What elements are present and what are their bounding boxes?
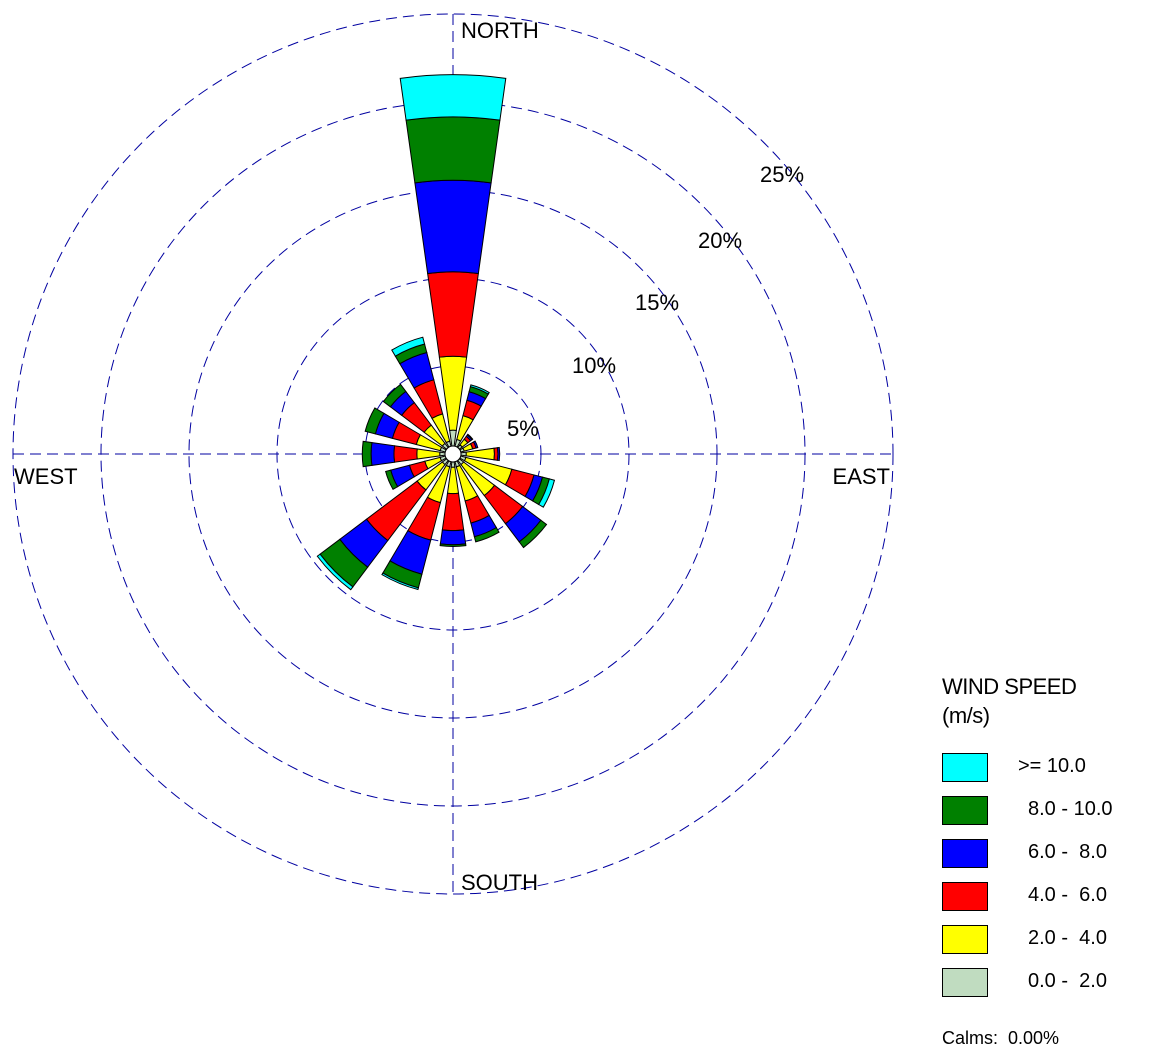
petal-segment-n-bin4 (405, 116, 501, 184)
petal-segment-nw-bin4 (382, 383, 407, 408)
petal-segment-se-bin4 (518, 519, 548, 549)
petal-segment-e-bin0 (460, 451, 467, 457)
legend-label: 0.0 - 2.0 (1028, 970, 1107, 992)
petal-segment-ese-bin5 (538, 478, 556, 508)
legend-title-line2: (m/s) (942, 703, 990, 728)
legend-swatch (942, 796, 988, 825)
legend-item-2-4: 2.0 - 4.0 (942, 925, 1142, 968)
petal-segment-nne-bin5 (469, 384, 490, 395)
legend-item-8-10: 8.0 - 10.0 (942, 796, 1142, 839)
petal-segment-e-bin3 (496, 446, 501, 462)
compass-label-south: SOUTH (461, 870, 538, 895)
petal-segment-s-bin4 (439, 543, 467, 547)
legend-swatch (942, 968, 988, 997)
ring-label-25: 25% (760, 162, 804, 187)
legend-swatch (942, 882, 988, 911)
petal-segment-s-bin1 (446, 466, 460, 495)
petal-segment-n-bin3 (414, 179, 492, 275)
petal-segment-w-bin3 (370, 442, 396, 466)
legend-item-4-6: 4.0 - 6.0 (942, 882, 1142, 925)
petal-segment-n-bin2 (427, 271, 479, 358)
legend: WIND SPEED (m/s) >= 10.0 8.0 - 10.0 6.0 … (942, 672, 1142, 1011)
chart-labels: NORTH EAST SOUTH WEST 5% 10% 15% 20% 25% (14, 18, 890, 895)
wind-rose-petals (316, 74, 556, 591)
ring-label-20: 20% (698, 228, 742, 253)
legend-item-10plus: >= 10.0 (942, 753, 1142, 796)
legend-label: >= 10.0 (1018, 755, 1086, 777)
petal-segment-w-bin1 (416, 448, 441, 460)
legend-label: 2.0 - 4.0 (1028, 927, 1107, 949)
calms-label: Calms: 0.00% (942, 1028, 1060, 1048)
petal-segment-wnw-bin4 (364, 407, 385, 435)
legend-label: 6.0 - 8.0 (1028, 841, 1107, 863)
legend-swatch (942, 925, 988, 954)
petal-segment-s-bin0 (450, 461, 456, 468)
petal-segment-n-bin5 (399, 74, 507, 121)
ring-label-5: 5% (507, 416, 539, 441)
petal-segment-sse-bin4 (473, 526, 500, 543)
compass-label-east: EAST (833, 464, 890, 489)
legend-title-line1: WIND SPEED (942, 674, 1077, 699)
legend-item-0-2: 0.0 - 2.0 (942, 968, 1142, 1011)
ring-label-15: 15% (635, 290, 679, 315)
rose-hub (444, 445, 462, 463)
petal-segment-ssw-bin5 (381, 572, 419, 591)
compass-label-north: NORTH (461, 18, 539, 43)
legend-label: 8.0 - 10.0 (1028, 798, 1113, 820)
compass-label-west: WEST (14, 464, 78, 489)
ring-label-10: 10% (572, 353, 616, 378)
petal-segment-ene-bin3 (472, 440, 479, 449)
petal-segment-s-bin3 (439, 529, 467, 546)
petal-segment-w-bin0 (439, 451, 446, 457)
legend-label: 4.0 - 6.0 (1028, 884, 1107, 906)
petal-segment-w-bin4 (361, 440, 373, 468)
legend-swatch (942, 753, 988, 782)
petal-segment-wsw-bin4 (385, 469, 399, 491)
petal-segment-nnw-bin5 (391, 336, 426, 357)
legend-item-6-8: 6.0 - 8.0 (942, 839, 1142, 882)
petal-segment-sw-bin5 (316, 553, 354, 591)
legend-swatch (942, 839, 988, 868)
petal-segment-ne-bin4 (466, 433, 474, 441)
petal-segment-w-bin2 (393, 445, 418, 463)
petal-segment-s-bin2 (441, 492, 465, 532)
